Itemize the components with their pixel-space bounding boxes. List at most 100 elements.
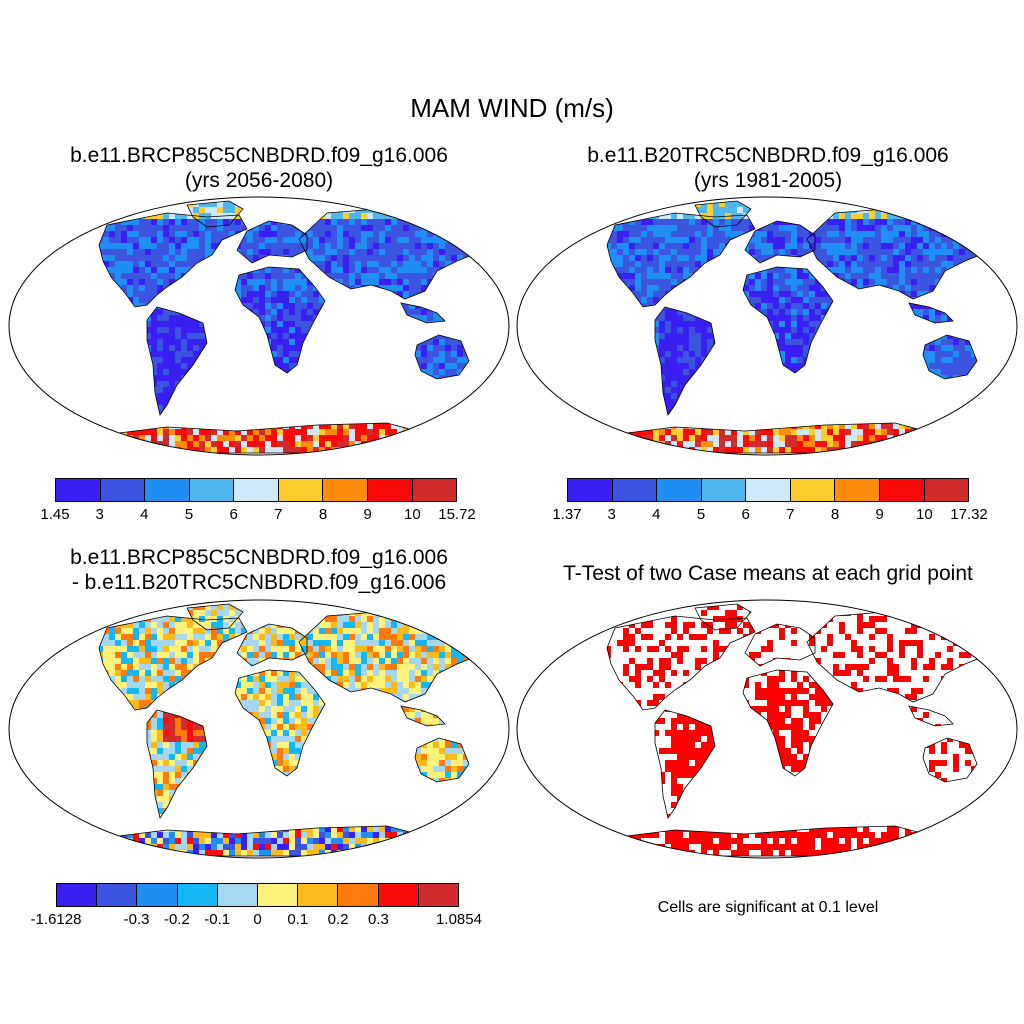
coastline-australia	[922, 334, 978, 380]
colorbar-swatch	[137, 884, 178, 906]
coastline-southAmerica	[654, 709, 716, 819]
coastline-seAsia	[400, 302, 446, 324]
colorbar-tick-label: 3	[607, 506, 616, 523]
colorbar-swatch	[234, 479, 279, 501]
colorbar-swatch	[612, 479, 658, 501]
colorbar-tick-label: -1.6128	[30, 911, 82, 928]
colorbar-tick-label: 8	[318, 506, 328, 523]
coastline-seAsia	[908, 705, 954, 727]
panel-4-title: T-Test of two Case means at each grid po…	[563, 562, 973, 585]
colorbar-swatch	[97, 884, 138, 906]
map-border	[516, 599, 1018, 859]
colorbar-swatch	[278, 479, 324, 501]
map-border	[516, 196, 1018, 456]
coastline-australia	[414, 737, 470, 783]
colorbar-tick-label: -0.1	[204, 911, 231, 928]
colorbar-tick-label: 0.1	[287, 911, 309, 928]
colorbar-swatch	[790, 479, 836, 501]
panel-1-title-line2: (yrs 2056-2080)	[184, 169, 334, 192]
colorbar-tick-label: 17.32	[950, 506, 988, 523]
panel-1-title-line1: b.e11.BRCP85C5CNBDRD.f09_g16.006	[70, 144, 448, 167]
coastline-southAmerica	[654, 306, 716, 416]
colorbar-tick-label: 8	[830, 506, 840, 523]
colorbar-swatch	[258, 884, 299, 906]
colorbar-tick-label: 1.37	[552, 506, 582, 523]
coastline-greenland	[694, 603, 752, 631]
colorbar-tick-label: 10	[915, 506, 933, 523]
colorbar-swatch	[879, 479, 925, 501]
colorbar-tick-label: 0.3	[367, 911, 389, 928]
colorbar-swatch	[835, 479, 880, 501]
map-border	[8, 599, 510, 859]
coastline-africa	[234, 669, 326, 777]
colorbar-tick-label: 1.45	[40, 506, 70, 523]
coastline-southAmerica	[146, 306, 208, 416]
colorbar-tick-label: 7	[786, 506, 795, 523]
colorbar-swatch	[177, 884, 218, 906]
panel-1-colorbar	[55, 478, 457, 502]
colorbar-swatch	[100, 479, 146, 501]
coastline-africa	[234, 266, 326, 374]
panel-3-colorbar	[56, 883, 459, 907]
colorbar-swatch	[298, 884, 339, 906]
colorbar-tick-label: 1.0854	[436, 911, 482, 928]
colorbar-swatch	[568, 479, 613, 501]
colorbar-swatch	[412, 479, 457, 501]
colorbar-swatch	[418, 884, 459, 906]
colorbar-tick-label: 10	[403, 506, 421, 523]
colorbar-swatch	[338, 884, 379, 906]
colorbar-swatch	[657, 479, 702, 501]
panel-2-map	[516, 196, 1018, 456]
colorbar-tick-label: 5	[696, 506, 706, 523]
colorbar-swatch	[56, 479, 101, 501]
main-title: MAM WIND (m/s)	[410, 93, 614, 123]
coastline-seAsia	[908, 302, 954, 324]
colorbar-swatch	[323, 479, 368, 501]
map-border	[8, 196, 510, 456]
coastline-greenland	[694, 200, 752, 228]
panel-2-title-line1: b.e11.B20TRC5CNBDRD.f09_g16.006	[587, 144, 949, 167]
colorbar-tick-label: 6	[741, 506, 750, 523]
coastline-australia	[922, 737, 978, 783]
coastline-southAmerica	[146, 709, 208, 819]
colorbar-swatch	[189, 479, 235, 501]
colorbar-tick-label: 7	[274, 506, 283, 523]
colorbar-swatch	[378, 884, 419, 906]
panel-3-colorbar-ticks: -1.6128 -0.3 -0.2 -0.1 0 0.1 0.2 0.3 1.0854	[31, 911, 482, 931]
coastline-northAmerica	[606, 615, 756, 711]
panel-2-colorbar-ticks: 1.37 3 4 5 6 7 8 9 10 17.32	[552, 506, 987, 526]
colorbar-swatch	[701, 479, 747, 501]
colorbar-tick-label: -0.2	[163, 911, 190, 928]
panel-4-map	[516, 599, 1018, 859]
coastline-europe	[236, 220, 308, 264]
colorbar-tick-label: 15.72	[438, 506, 476, 523]
panel-1-map	[8, 196, 510, 456]
colorbar-tick-label: 6	[229, 506, 238, 523]
coastline-europe	[744, 623, 816, 667]
colorbar-swatch	[746, 479, 791, 501]
coastline-australia	[414, 334, 470, 380]
coastline-northAmerica	[98, 615, 248, 711]
panel-4-note: Cells are significant at 0.1 level	[657, 899, 879, 916]
coastline-greenland	[186, 200, 244, 228]
coastline-greenland	[186, 603, 244, 631]
colorbar-tick-label: -0.3	[123, 911, 150, 928]
coastline-europe	[744, 220, 816, 264]
coastline-northAmerica	[98, 212, 248, 308]
colorbar-swatch	[145, 479, 190, 501]
colorbar-tick-label: 9	[363, 506, 372, 523]
panel-2-colorbar	[567, 478, 969, 502]
colorbar-tick-label: 9	[875, 506, 884, 523]
colorbar-tick-label: 5	[184, 506, 194, 523]
colorbar-swatch	[367, 479, 413, 501]
panel-1-colorbar-ticks: 1.45 3 4 5 6 7 8 9 10 15.72	[40, 506, 475, 526]
coastline-africa	[742, 266, 834, 374]
coastline-europe	[236, 623, 308, 667]
colorbar-swatch	[924, 479, 969, 501]
colorbar-swatch	[217, 884, 259, 906]
panel-3-title-line1: b.e11.BRCP85C5CNBDRD.f09_g16.006	[70, 546, 448, 569]
panel-2-title-line2: (yrs 1981-2005)	[693, 169, 843, 192]
colorbar-tick-label: 0.2	[327, 911, 349, 928]
coastline-northAmerica	[606, 212, 756, 308]
colorbar-tick-label: 4	[652, 506, 661, 523]
